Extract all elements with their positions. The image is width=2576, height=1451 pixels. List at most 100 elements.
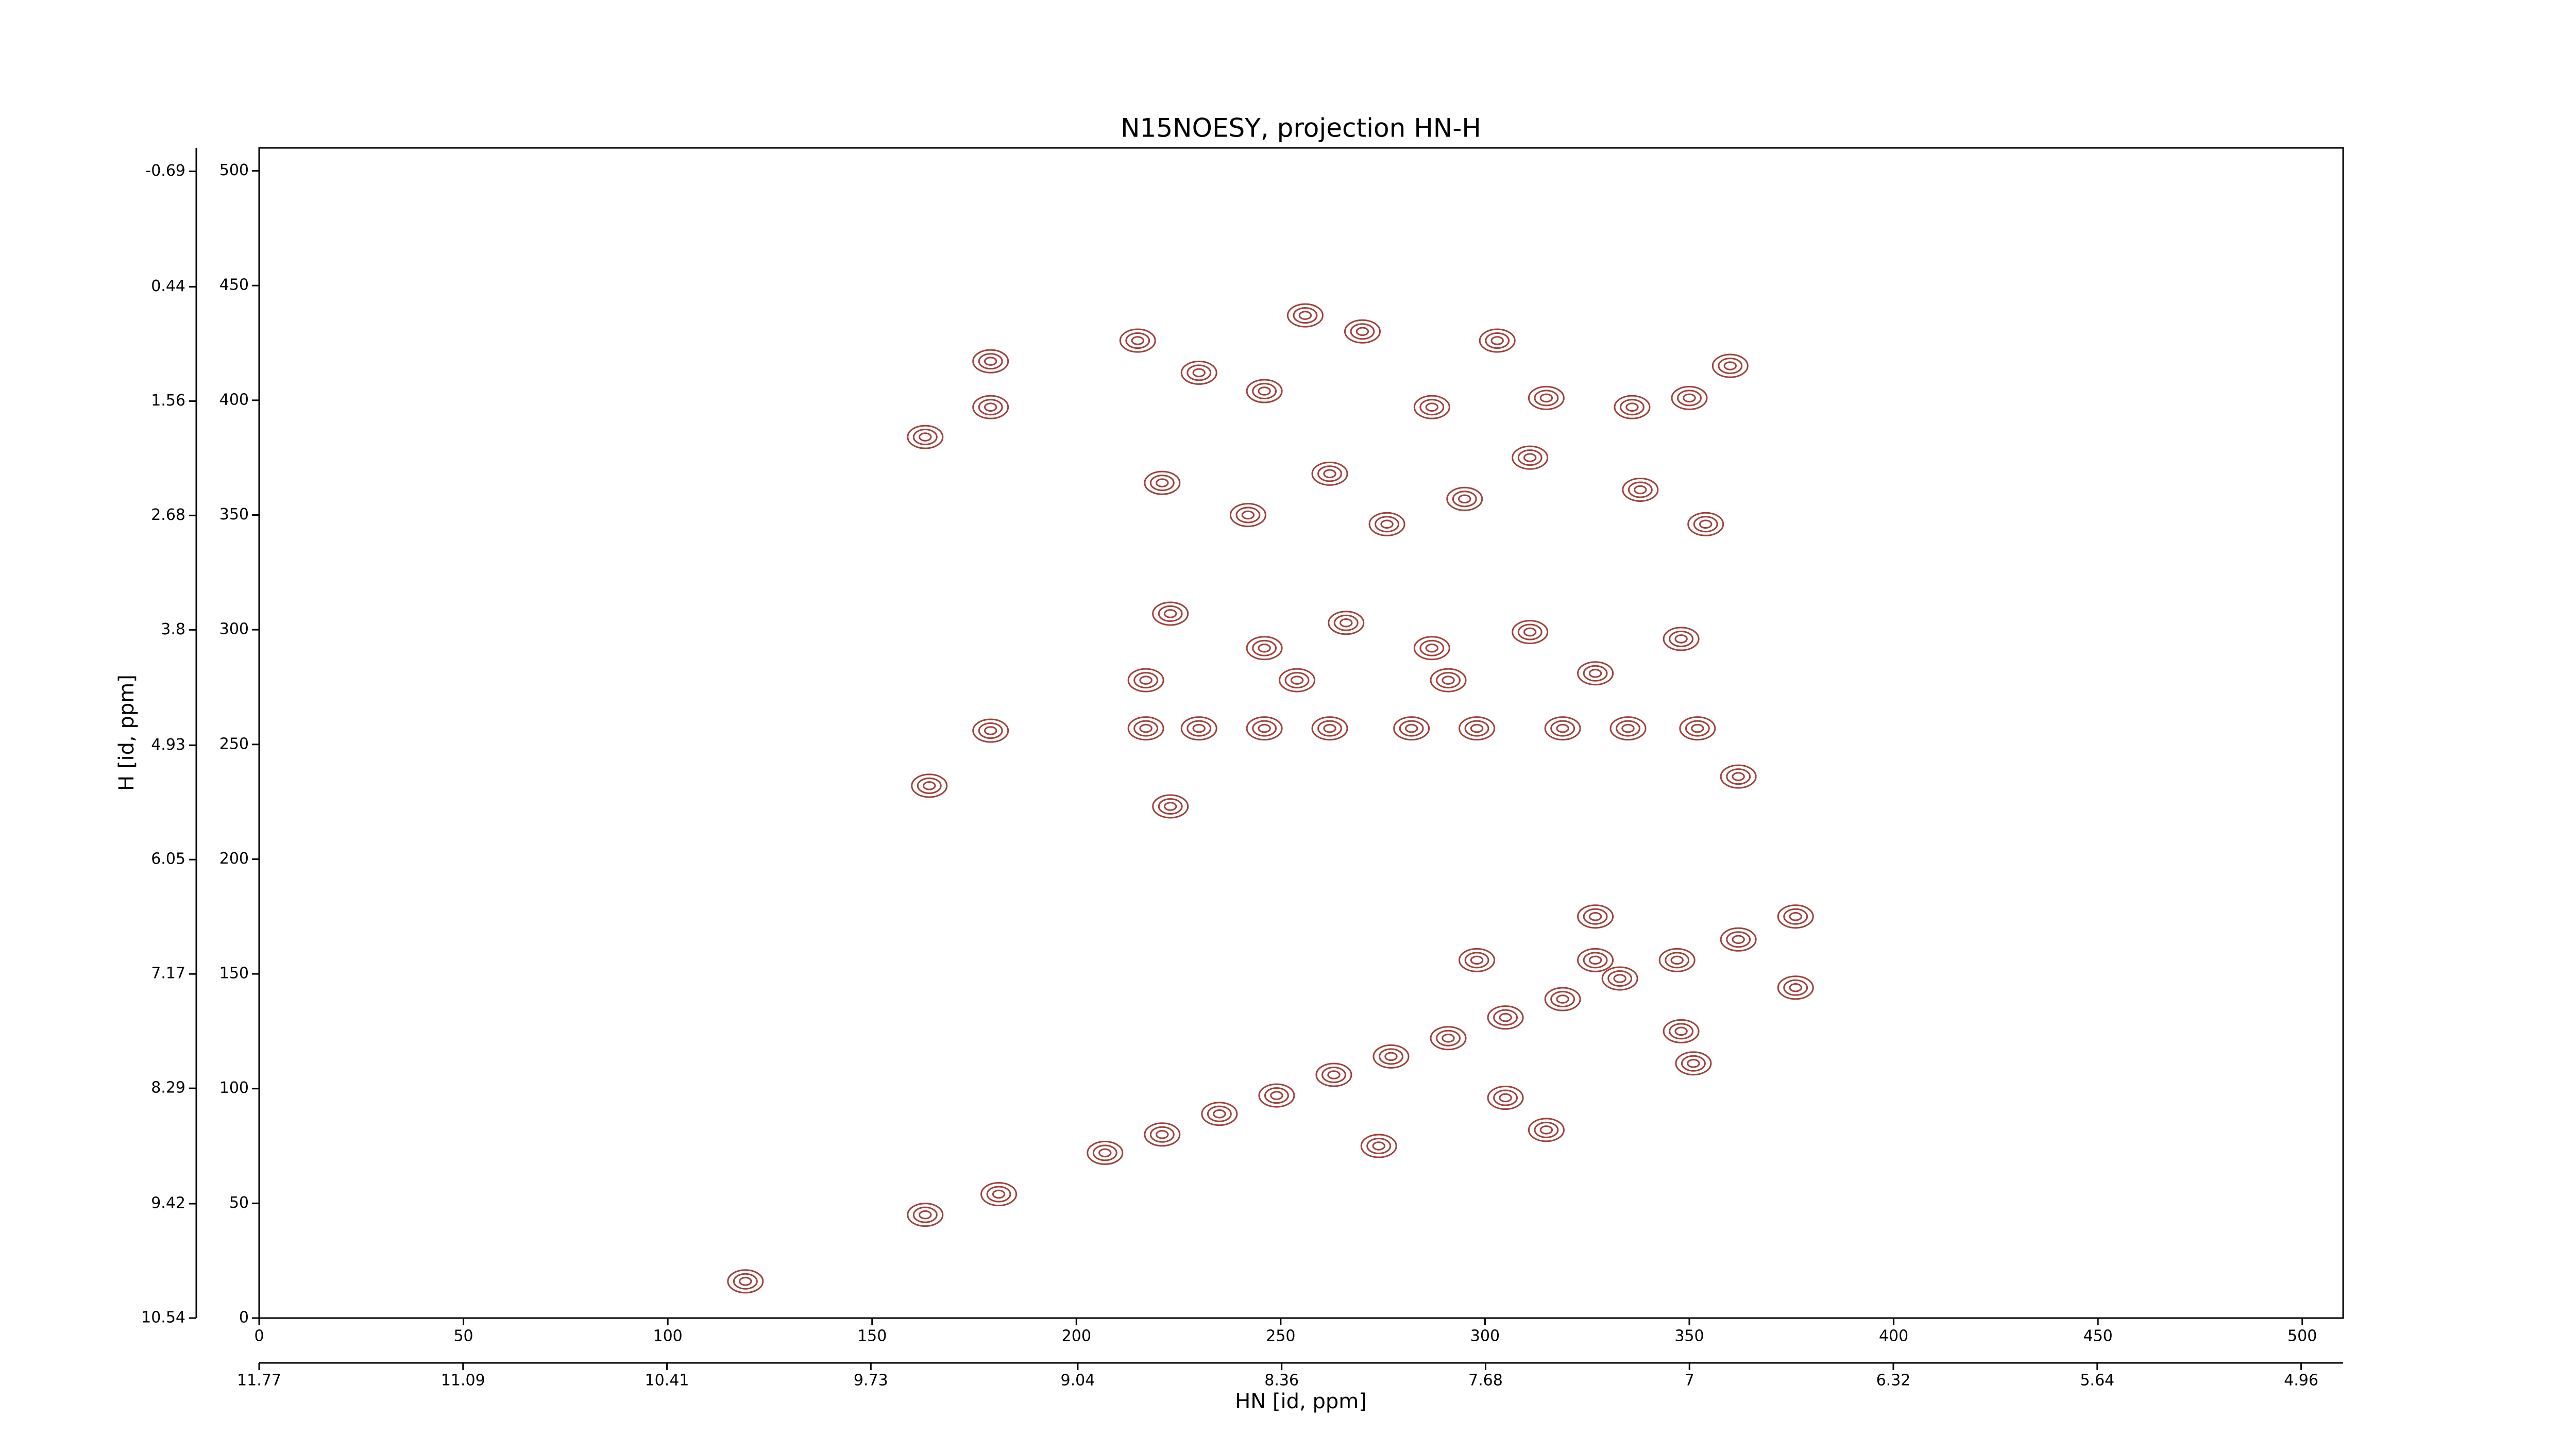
contour-ring [1789, 912, 1802, 921]
contour-ring [978, 399, 1003, 416]
contour-ring [1577, 904, 1614, 929]
contour-ring [1550, 991, 1575, 1008]
contour-ring [1588, 668, 1602, 678]
contour-ring [1321, 1066, 1346, 1084]
x2-tick-label: 9.04 [1061, 1372, 1095, 1390]
contour-ring [1487, 1005, 1524, 1030]
y-tick-label: 450 [219, 276, 249, 294]
contour-ring [727, 1269, 764, 1294]
y-tick-label: 400 [219, 391, 249, 409]
contour-ring [1399, 720, 1424, 737]
y-tick-label: 250 [219, 735, 249, 753]
contour-ring [739, 1276, 752, 1286]
contour-ring [1470, 955, 1484, 965]
contour-ring [1487, 1086, 1524, 1110]
contour-ring [1156, 1130, 1169, 1139]
contour-ring [1777, 975, 1814, 1000]
x2-tick-label: 10.41 [645, 1372, 689, 1390]
y-tick-label: 150 [219, 965, 249, 983]
contour-ring [1625, 402, 1639, 412]
y-tick-label: 50 [229, 1194, 249, 1212]
contour-ring [1258, 643, 1271, 653]
y2-tick-label: 8.29 [151, 1079, 185, 1097]
contour-ring [1229, 502, 1266, 527]
y-axis-label: H [id, ppm] [115, 674, 139, 791]
x-tick-label: 400 [1879, 1327, 1908, 1345]
contour-ring [1556, 994, 1569, 1004]
contour-ring [919, 1210, 932, 1220]
contour-ring [1311, 716, 1348, 741]
contour-ring [1679, 716, 1716, 741]
y2-tick-label: 9.42 [151, 1194, 185, 1212]
contour-ring [1380, 519, 1394, 529]
contour-ring [1544, 716, 1581, 741]
contour-ring [1493, 1089, 1518, 1106]
x2-tick-label: 8.36 [1264, 1372, 1299, 1390]
contour-ring [1270, 1091, 1283, 1100]
contour-ring [1375, 516, 1399, 533]
contour-ring [1583, 665, 1608, 682]
contour-ring [1284, 672, 1310, 689]
contour-ring [1528, 1118, 1565, 1142]
contour-ring [1720, 764, 1757, 789]
x2-tick-label: 7 [1685, 1372, 1694, 1390]
contour-ring [1669, 630, 1694, 647]
contour-ring [1464, 720, 1489, 737]
contour-ring [1372, 1141, 1385, 1151]
contour-ring [1601, 966, 1638, 991]
contour-ring [1446, 486, 1483, 511]
contour-ring [1127, 716, 1164, 741]
contour-ring [1144, 1122, 1181, 1147]
contour-ring [1152, 794, 1189, 819]
x-tick-label: 200 [1062, 1327, 1091, 1345]
contour-ring [1674, 634, 1688, 644]
y-tick-label: 350 [219, 505, 249, 524]
contour-ring [1366, 1138, 1392, 1155]
contour-ring [1187, 364, 1212, 381]
contour-ring [1180, 360, 1217, 385]
contour-ring [1355, 327, 1369, 336]
x-tick-label: 250 [1266, 1327, 1295, 1345]
contour-ring [1098, 1148, 1112, 1158]
y-tick-label: 200 [219, 850, 249, 868]
contour-ring [1512, 620, 1549, 645]
contour-ring [1187, 720, 1212, 737]
contour-ring [1419, 399, 1445, 416]
contour-ring [1674, 1026, 1688, 1036]
contour-ring [1490, 336, 1504, 345]
contour-ring [1131, 336, 1144, 345]
contour-ring [978, 722, 1003, 739]
contour-ring [1207, 1105, 1232, 1122]
contour-ring [1436, 1030, 1461, 1047]
contour-ring [1258, 386, 1271, 396]
contour-ring [1340, 618, 1353, 628]
x-tick-label: 450 [2083, 1327, 2112, 1345]
contour-ring [1087, 1140, 1124, 1165]
contour-ring [1459, 948, 1496, 972]
contour-ring [1264, 1087, 1289, 1104]
contour-ring [1127, 668, 1164, 693]
contour-ring [1658, 948, 1696, 972]
contour-ring [1413, 636, 1450, 661]
contour-ring [1368, 512, 1405, 536]
contour-ring [1691, 723, 1704, 733]
contour-ring [1311, 461, 1348, 486]
contour-ring [1139, 723, 1153, 733]
contour-ring [912, 429, 938, 446]
contour-ring [1323, 469, 1336, 479]
contour-ring [1671, 385, 1708, 410]
contour-ring [1360, 1134, 1397, 1158]
contour-ring [1528, 385, 1565, 410]
contour-ring [1246, 379, 1283, 403]
contour-ring [1534, 390, 1559, 407]
y2-tick-label: -0.69 [145, 162, 185, 180]
x-tick-label: 100 [653, 1327, 683, 1345]
x2-tick-label: 7.68 [1468, 1372, 1503, 1390]
contour-ring [980, 1182, 1018, 1207]
contour-ring [1685, 720, 1710, 737]
contour-ring [1344, 319, 1381, 344]
y2-tick-label: 7.17 [151, 965, 185, 983]
contour-ring [1675, 1051, 1712, 1076]
contour-ring [919, 432, 932, 442]
